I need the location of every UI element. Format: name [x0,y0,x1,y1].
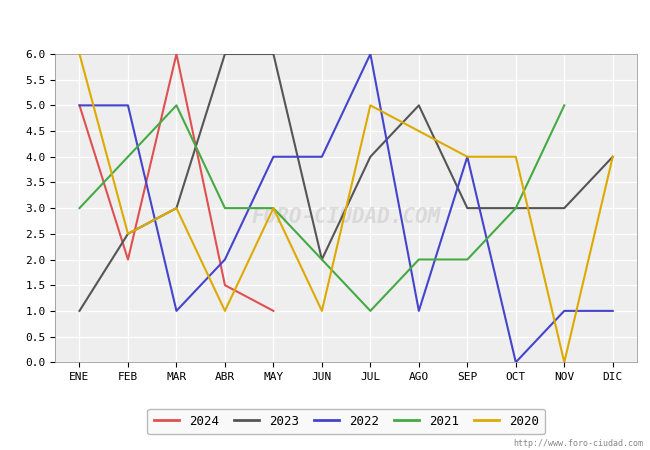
2020 [75,51,83,57]
2023 [270,51,278,57]
2022 [463,154,471,159]
2024 [75,103,83,108]
2021 [221,205,229,211]
2020 [124,231,132,237]
2022 [270,154,278,159]
2020 [415,128,422,134]
2022 [415,308,422,314]
2021 [560,103,568,108]
2023 [124,231,132,237]
2023 [560,205,568,211]
2020 [367,103,374,108]
2021 [124,154,132,159]
2024 [124,257,132,262]
2023 [415,103,422,108]
2021 [463,257,471,262]
2023 [318,257,326,262]
2021 [172,103,180,108]
2020 [318,308,326,314]
Line: 2021: 2021 [79,105,564,311]
2020 [560,360,568,365]
2021 [367,308,374,314]
2022 [75,103,83,108]
Legend: 2024, 2023, 2022, 2021, 2020: 2024, 2023, 2022, 2021, 2020 [148,409,545,434]
2022 [512,360,520,365]
2021 [75,205,83,211]
2020 [221,308,229,314]
2020 [512,154,520,159]
2024 [172,51,180,57]
2020 [172,205,180,211]
2022 [124,103,132,108]
Line: 2020: 2020 [79,54,613,362]
2022 [221,257,229,262]
2021 [415,257,422,262]
Line: 2022: 2022 [79,54,613,362]
2022 [172,308,180,314]
2022 [560,308,568,314]
2020 [270,205,278,211]
2021 [270,205,278,211]
2020 [609,154,617,159]
Text: FORO-CIUDAD.COM: FORO-CIUDAD.COM [252,207,441,227]
2020 [463,154,471,159]
2022 [367,51,374,57]
2024 [270,308,278,314]
2023 [367,154,374,159]
2022 [609,308,617,314]
Line: 2024: 2024 [79,54,274,311]
2024 [221,283,229,288]
2023 [221,51,229,57]
2022 [318,154,326,159]
2023 [463,205,471,211]
2021 [512,205,520,211]
2023 [609,154,617,159]
2023 [172,205,180,211]
Text: Matriculaciones de Vehiculos en Cortes de la Frontera: Matriculaciones de Vehiculos en Cortes d… [93,16,557,31]
2021 [318,257,326,262]
2023 [512,205,520,211]
Line: 2023: 2023 [79,54,613,311]
Text: http://www.foro-ciudad.com: http://www.foro-ciudad.com [514,439,644,448]
2023 [75,308,83,314]
